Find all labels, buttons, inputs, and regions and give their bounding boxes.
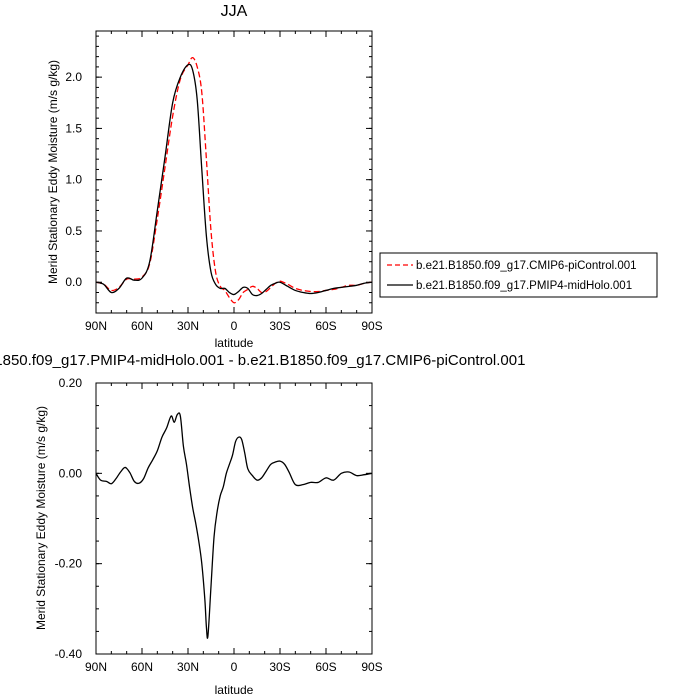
y-tick-label: 1.5 [65, 121, 82, 135]
x-tick-label: 30S [269, 660, 290, 674]
bottom-chart-title: b.e21.B1850.f09_g17.PMIP4-midHolo.001 - … [0, 352, 525, 369]
top-axis-ticks [95, 31, 373, 313]
y-tick-label: 0.00 [59, 466, 83, 480]
x-tick-label: 0 [231, 660, 238, 674]
x-tick-label: 90N [85, 319, 107, 333]
bottom-axis-ticks [95, 382, 373, 655]
legend: b.e21.B1850.f09_g17.CMIP6-piControl.001 … [379, 252, 658, 298]
y-tick-label: -0.40 [55, 647, 83, 661]
bottom-panel: b.e21.B1850.f09_g17.PMIP4-midHolo.001 - … [0, 352, 525, 697]
top-plot-frame [95, 30, 373, 314]
x-tick-label: 30N [177, 660, 199, 674]
y-tick-label: 1.0 [65, 173, 82, 187]
x-tick-label: 30S [269, 319, 290, 333]
y-tick-label: 0.0 [65, 275, 82, 289]
x-tick-label: 90N [85, 660, 107, 674]
top-x-axis-label: latitude [215, 336, 254, 350]
top-y-axis-label: Merid Stationary Eddy Moisture (m/s g/kg… [46, 60, 60, 284]
x-tick-label: 90S [361, 660, 382, 674]
top-chart-title: JJA [221, 3, 248, 20]
x-tick-label: 0 [231, 319, 238, 333]
x-tick-label: 60N [131, 319, 153, 333]
top-tick-labels: 90N 60N 30N 0 30S 60S 90S 0.0 0.5 1.0 1.5 2.0 [65, 70, 382, 333]
y-tick-label: 2.0 [65, 70, 82, 84]
legend-box [379, 252, 658, 298]
top-series-line-1 [95, 63, 373, 297]
x-tick-label: 90S [361, 319, 382, 333]
y-tick-label: -0.20 [55, 557, 83, 571]
bottom-series-line-0 [95, 412, 373, 639]
y-tick-label: 0.20 [59, 376, 83, 390]
bottom-series-group [95, 412, 373, 639]
bottom-tick-labels: 90N 60N 30N 0 30S 60S 90S 0.20 0.00 -0.20 -0.40 [55, 376, 383, 674]
top-panel: JJA Merid Stationary Eddy Moisture (m/s … [46, 3, 383, 350]
legend-label-picontrol: b.e21.B1850.f09_g17.CMIP6-piControl.001 [416, 260, 637, 272]
bottom-plot-frame [95, 382, 373, 655]
x-tick-label: 60S [315, 660, 336, 674]
x-tick-label: 60N [131, 660, 153, 674]
bottom-x-axis-label: latitude [215, 683, 254, 697]
top-series-line-0 [95, 57, 373, 304]
legend-label-midholo: b.e21.B1850.f09_g17.PMIP4-midHolo.001 [416, 280, 632, 292]
x-tick-label: 30N [177, 319, 199, 333]
bottom-y-axis-label: Merid Stationary Eddy Moisture (m/s g/kg… [34, 406, 48, 630]
top-series-group [95, 57, 373, 304]
x-tick-label: 60S [315, 319, 336, 333]
y-tick-label: 0.5 [65, 224, 82, 238]
